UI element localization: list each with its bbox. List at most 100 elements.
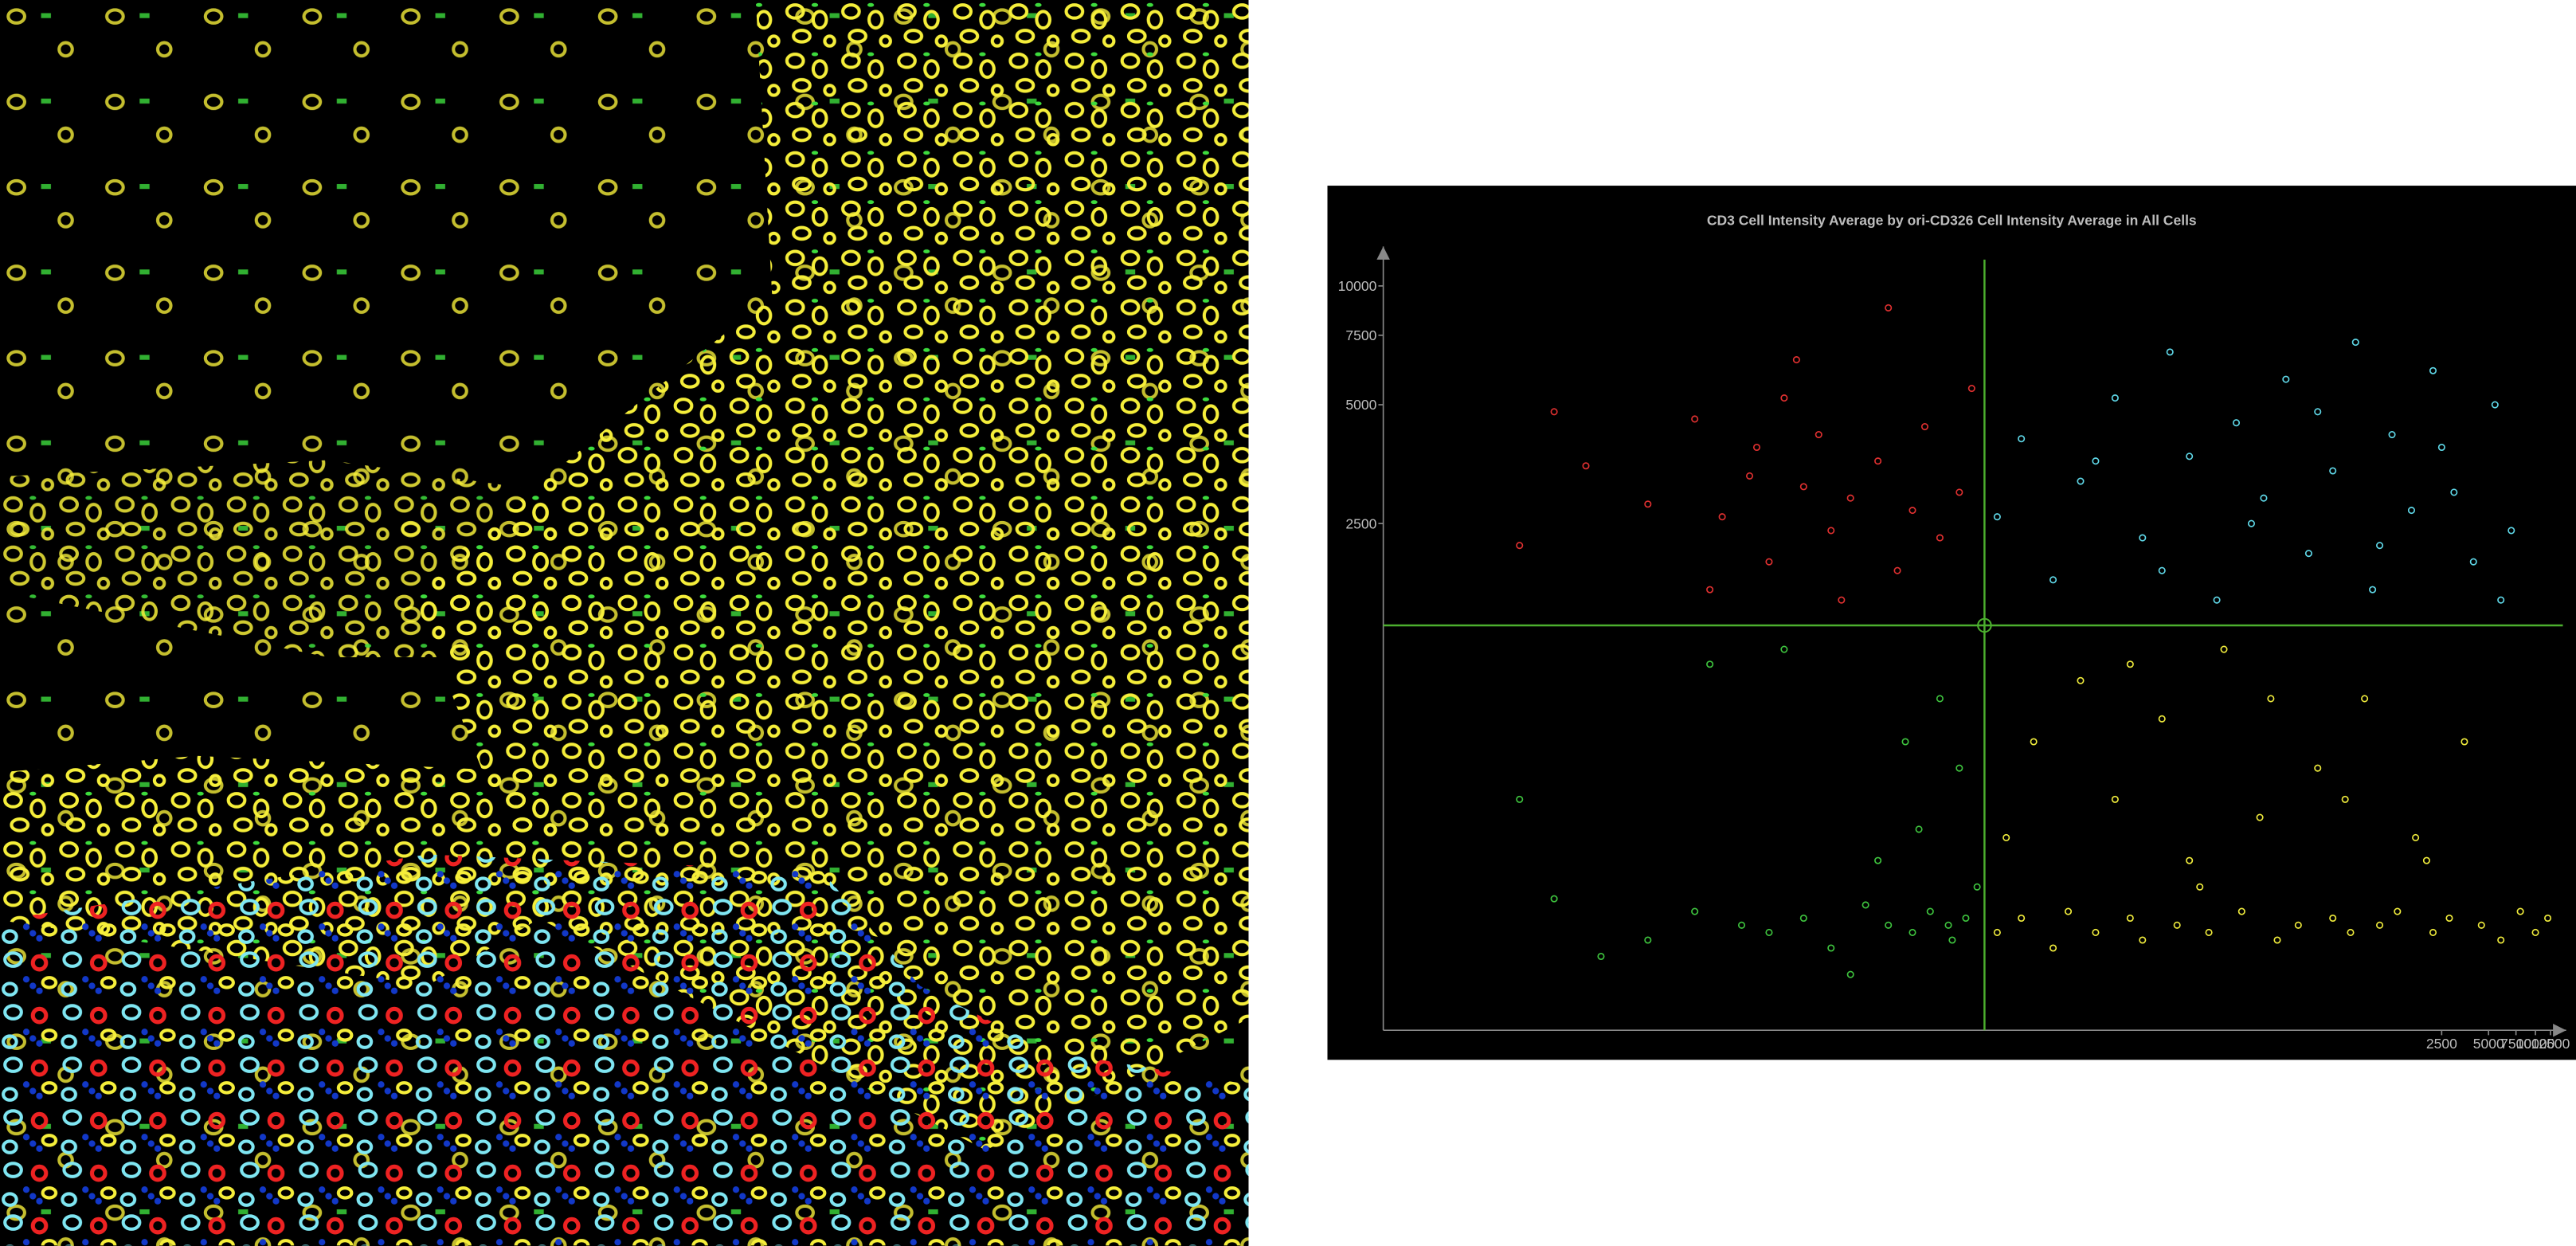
scatter-point xyxy=(1745,472,1754,480)
scatter-point xyxy=(2341,795,2349,803)
scatter-point xyxy=(1993,513,2001,521)
chart-title: CD3 Cell Intensity Average by ori-CD326 … xyxy=(1707,213,2197,229)
scatter-point xyxy=(1706,586,1714,594)
scatter-point xyxy=(1815,431,1822,439)
scatter-point xyxy=(2002,833,2010,841)
scatter-point xyxy=(1885,304,1893,312)
scatter-point xyxy=(2196,883,2204,891)
scatter-point xyxy=(1718,513,1726,521)
scatter-point xyxy=(1909,928,1916,936)
scatter-point xyxy=(1644,500,1652,508)
scatter-point xyxy=(2166,348,2174,356)
scatter-point xyxy=(2491,401,2499,409)
microscopy-image xyxy=(0,0,1249,1246)
scatter-point xyxy=(2388,431,2396,439)
scatter-point xyxy=(2329,467,2337,475)
scatter-point xyxy=(2260,494,2268,502)
gate-handle xyxy=(1977,617,1992,633)
scatter-point xyxy=(2461,738,2468,746)
scatter-point xyxy=(2092,928,2100,936)
scatter-point xyxy=(1550,408,1558,416)
scatter-point xyxy=(1516,795,1524,803)
y-tick-label: 10000 xyxy=(1338,278,1377,294)
scatter-point xyxy=(1691,907,1699,915)
scatter-point xyxy=(1516,542,1524,550)
scatter-point xyxy=(2018,435,2026,443)
scatter-point xyxy=(1799,483,1807,491)
scatter-point xyxy=(1962,914,1970,923)
scatter-point xyxy=(2205,928,2213,936)
scatter-point xyxy=(2507,527,2515,535)
scatter-point xyxy=(2018,914,2026,923)
x-tick-label: 7500 xyxy=(2500,1036,2531,1052)
scatter-point xyxy=(1550,895,1558,903)
x-tick-label: 2500 xyxy=(2426,1036,2457,1052)
scatter-point xyxy=(1993,928,2001,936)
scatter-point xyxy=(2347,928,2355,936)
scatter-point xyxy=(1597,952,1605,961)
scatter-point xyxy=(2450,488,2458,496)
x-tick-label: 5000 xyxy=(2473,1036,2504,1052)
y-tick-label: 7500 xyxy=(1345,327,1376,343)
y-axis-arrow xyxy=(1376,246,1390,260)
x-tick-label: 12500 xyxy=(2531,1036,2570,1052)
scatter-point xyxy=(2329,914,2337,923)
scatter-point xyxy=(1862,901,1869,909)
scatter-point xyxy=(2158,566,2166,574)
y-tick-label: 2500 xyxy=(1345,515,1376,531)
scatter-point xyxy=(2531,928,2539,936)
scatter-point xyxy=(2111,795,2119,803)
scatter-point xyxy=(1920,422,1929,431)
scatter-point xyxy=(2429,366,2437,374)
scatter-point xyxy=(1752,443,1761,452)
scatter-point xyxy=(2282,375,2290,383)
scatter-point xyxy=(2049,944,2057,952)
scatter-point xyxy=(1780,394,1788,402)
scatter-point xyxy=(2445,914,2453,923)
scatter-point xyxy=(2064,907,2073,915)
scatter-point xyxy=(2158,715,2166,723)
scatter-point xyxy=(2429,928,2437,936)
scatter-point xyxy=(1792,356,1800,364)
scatter-point xyxy=(1973,883,1981,891)
scatter-point xyxy=(2469,558,2477,566)
scatter-point xyxy=(2412,833,2420,841)
scatter-point xyxy=(1846,970,1854,978)
scatter-point xyxy=(1765,558,1773,566)
scatter-point xyxy=(2273,936,2281,944)
scatter-point xyxy=(1944,921,1952,929)
x-tick-label: 10000 xyxy=(2516,1036,2555,1052)
scatter-point xyxy=(2186,453,2194,460)
scatter-point xyxy=(1827,944,1835,952)
scatter-point xyxy=(1737,921,1746,929)
scatter-point xyxy=(1901,738,1909,746)
scatter-point xyxy=(1846,494,1854,502)
scatter-point xyxy=(2256,813,2264,821)
scatter-point xyxy=(1955,488,1963,496)
scatter-point xyxy=(2477,921,2485,929)
scatter-point xyxy=(2077,676,2085,684)
scatter-point xyxy=(2437,443,2445,452)
scatter-point xyxy=(2544,914,2552,923)
scatter-point xyxy=(2394,907,2402,915)
scatter-point xyxy=(1955,764,1963,772)
scatter-point xyxy=(2049,576,2057,584)
scatter-point xyxy=(2220,645,2228,653)
scatter-point xyxy=(1915,825,1923,833)
scatter-point xyxy=(2213,596,2221,604)
scatter-point xyxy=(2314,408,2322,416)
scatter-point xyxy=(1909,507,1916,515)
scatter-point xyxy=(2126,660,2134,668)
scatter-point xyxy=(1799,914,1807,923)
scatter-point xyxy=(1874,457,1882,465)
scatter-point xyxy=(1644,936,1652,944)
scatter-point xyxy=(2516,907,2524,915)
scatter-point xyxy=(2139,534,2147,542)
scatter-point xyxy=(2247,519,2255,527)
scatter-point xyxy=(1706,660,1714,668)
scatter-point xyxy=(1874,856,1882,864)
scatter-point xyxy=(1838,596,1846,604)
scatter-point xyxy=(1893,566,1901,574)
scatter-point xyxy=(1926,907,1934,915)
